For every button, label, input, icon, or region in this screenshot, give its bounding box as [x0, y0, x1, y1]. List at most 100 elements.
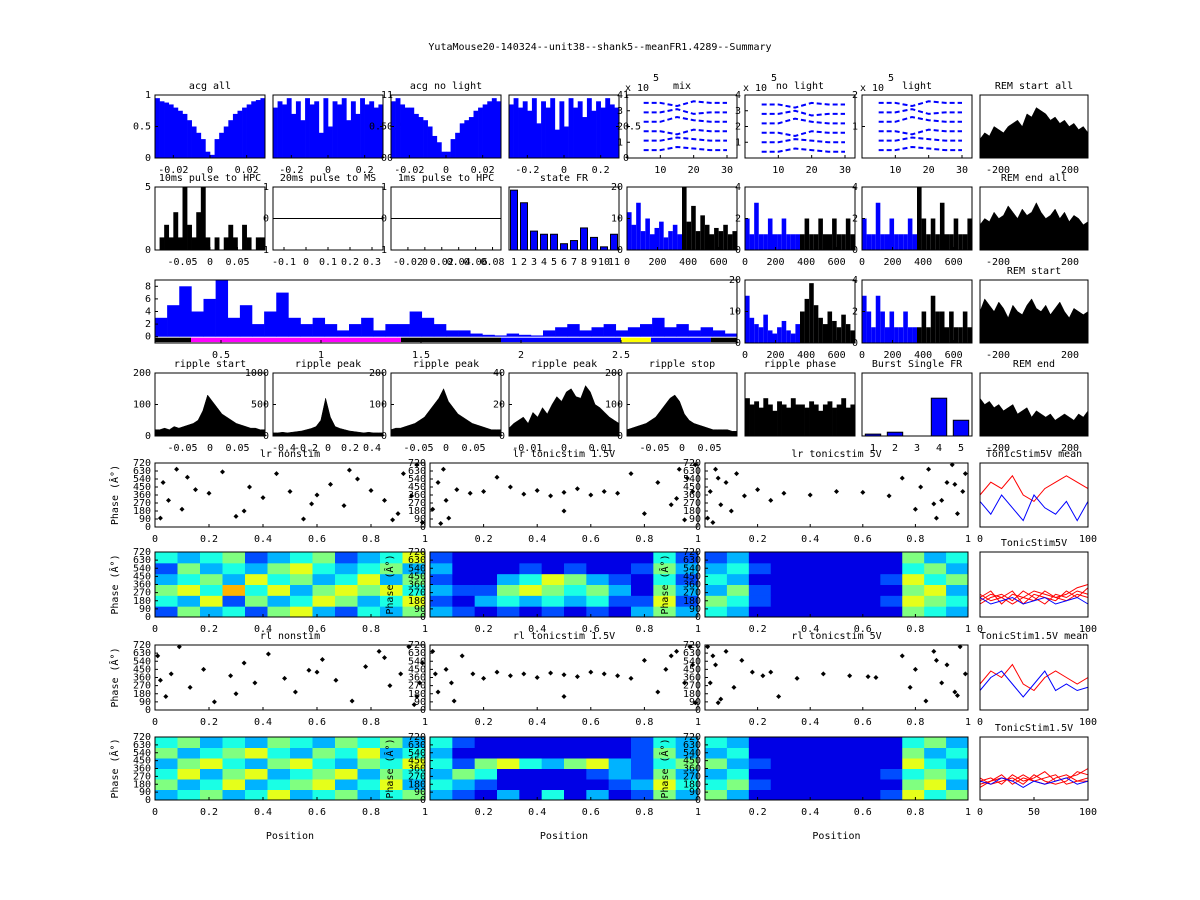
heat-cell [792, 562, 816, 575]
heat-cell [564, 552, 587, 564]
bar [177, 110, 183, 158]
y-tick-label: 540 [133, 656, 151, 667]
heat-cell [902, 789, 925, 801]
point [741, 493, 747, 499]
heat-cell [267, 789, 291, 801]
line [979, 587, 1089, 605]
bar [930, 218, 936, 250]
point [628, 675, 634, 681]
heat-cell [653, 606, 677, 618]
heat-cell [290, 747, 313, 759]
heat-cell [177, 562, 201, 575]
x-tick-label: 400 [679, 257, 697, 268]
line [979, 771, 1089, 785]
heat-cell [312, 768, 336, 780]
heat-cell [946, 779, 969, 790]
bar [862, 218, 867, 250]
area [272, 398, 384, 437]
heat-cell [222, 789, 246, 801]
x-tick-label: 0 [859, 257, 865, 268]
y-tick-label: 540 [408, 563, 426, 574]
heat-cell [402, 768, 426, 780]
heat-cell [946, 573, 969, 585]
y-tick-label: 180 [408, 779, 426, 790]
heat-cell [380, 562, 403, 575]
x-tick-label: 20 [806, 165, 818, 176]
point [954, 511, 960, 517]
heat-cell [705, 789, 728, 801]
point [521, 671, 527, 677]
heat-cell [564, 758, 587, 769]
point [341, 503, 347, 509]
x-tick-label: 0.4 [801, 534, 819, 545]
heat-cell [924, 595, 947, 607]
heat-cell [608, 779, 632, 790]
bar [795, 404, 801, 436]
y-tick-label: 0 [381, 431, 387, 442]
heat-cell [497, 573, 520, 585]
bar [564, 126, 569, 158]
y-tick-label: 90 [139, 787, 151, 798]
bar [836, 404, 842, 436]
heat-cell [608, 737, 632, 748]
heat-cell [902, 584, 925, 596]
point [588, 669, 594, 675]
point [561, 508, 567, 514]
y-tick-label: 450 [683, 664, 701, 675]
heat-cell [155, 758, 178, 769]
x-tick-label: 0.6 [582, 534, 600, 545]
point [794, 675, 800, 681]
heat-cell [814, 789, 837, 801]
bar [875, 202, 881, 250]
y-tick-label: 90 [414, 697, 426, 708]
x-tick-label: 0.4 [801, 807, 819, 818]
heat-cell [726, 768, 750, 780]
line [878, 116, 962, 123]
heat-cell [474, 606, 498, 618]
bar [418, 117, 424, 158]
point [707, 488, 713, 494]
y-tick-label: 450 [408, 482, 426, 493]
point [723, 480, 729, 486]
point [707, 680, 713, 686]
bar [786, 234, 791, 250]
bar [640, 231, 646, 250]
heat-cell [924, 758, 947, 769]
heat-cell [497, 758, 520, 769]
heat-cell [748, 737, 772, 748]
heat-cell [902, 768, 925, 780]
x-tick-label: 0.2 [475, 717, 493, 728]
heat-cell [474, 573, 498, 585]
point [923, 698, 929, 704]
point [346, 467, 352, 473]
heat-cell [177, 768, 201, 780]
heat-cell [497, 768, 520, 780]
axis-multiplier: x 10 [625, 83, 649, 94]
heat-cell [880, 758, 903, 769]
point [663, 666, 669, 672]
heat-cell [858, 562, 881, 575]
point [912, 666, 918, 672]
point [306, 667, 312, 673]
y-tick-label: 0 [617, 431, 623, 442]
point [768, 497, 774, 503]
heat-cell [474, 737, 498, 748]
heat-cell [748, 595, 772, 607]
bar [676, 324, 689, 337]
x-tick-label: 0.2 [475, 624, 493, 635]
heat-cell [902, 606, 925, 618]
bar [754, 324, 759, 343]
bar [580, 227, 588, 251]
heat-cell [858, 747, 881, 759]
x-tick-label: 0.2 [749, 717, 767, 728]
bar [930, 397, 948, 437]
heat-cell [675, 758, 699, 769]
bar [409, 311, 423, 337]
point [723, 648, 729, 654]
heat-cell [814, 606, 837, 618]
bar [907, 327, 913, 343]
heat-cell [858, 779, 881, 790]
point [710, 520, 716, 526]
bar [903, 311, 908, 343]
x-tick-label: 30 [956, 165, 968, 176]
